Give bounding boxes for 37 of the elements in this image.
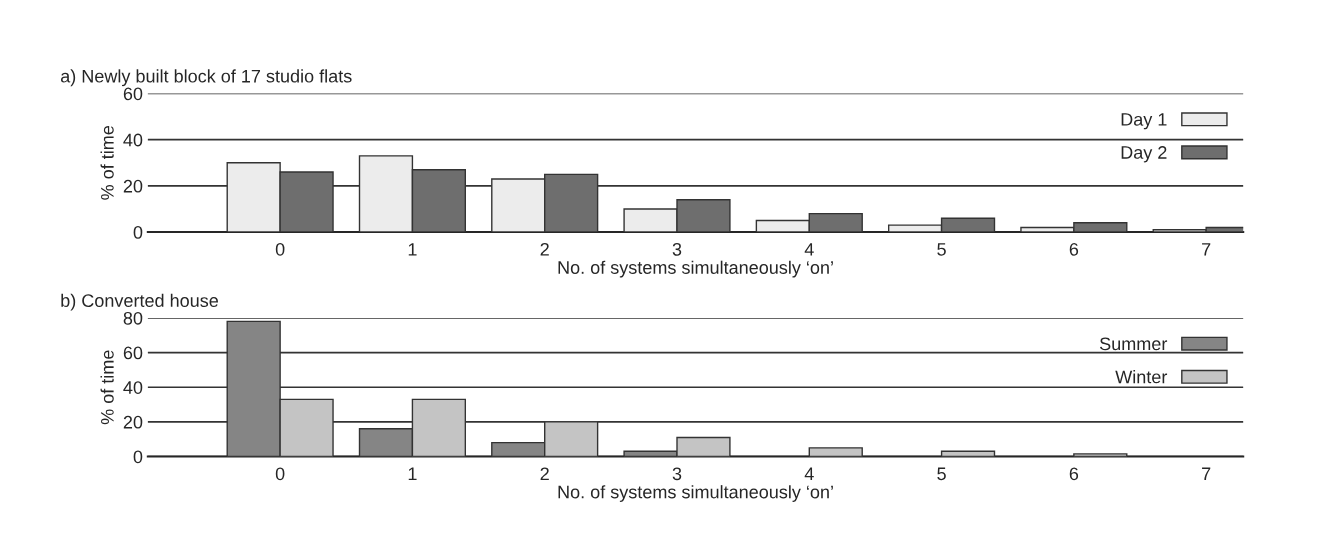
y-tick-label: 0 [133, 225, 143, 239]
x-tick-label: 2 [540, 242, 549, 256]
y-tick-label: 0 [133, 450, 143, 464]
y-tick-label: 60 [123, 346, 143, 360]
x-tick-label: 4 [804, 243, 814, 256]
x-axis-title: No. of systems simultaneously ‘on’ [558, 260, 833, 278]
bar [808, 447, 863, 457]
x-tick-label: 6 [1069, 467, 1079, 481]
y-tick-label: 20 [123, 415, 143, 429]
x-tick-label: 1 [408, 467, 417, 480]
y-axis-title: % of time [100, 350, 114, 425]
chart-title: a) Newly built block of 17 studio flats [60, 69, 352, 87]
y-axis-title: % of time [100, 125, 114, 200]
x-tick-label: 6 [1069, 242, 1079, 256]
x-tick-label: 3 [672, 467, 682, 481]
bar [1073, 453, 1128, 457]
x-tick-label: 7 [1202, 467, 1211, 480]
x-tick-label: 7 [1202, 243, 1211, 256]
x-axis-title: No. of systems simultaneously ‘on’ [558, 485, 833, 502]
legend-label: Winter [1115, 370, 1168, 384]
legend-label: Day 1 [1121, 113, 1167, 130]
x-tick-label: 3 [672, 242, 682, 256]
y-tick-label: 60 [123, 87, 143, 101]
x-tick-label: 0 [275, 467, 285, 481]
x-tick-label: 5 [937, 243, 946, 256]
x-tick-label: 0 [275, 242, 285, 256]
y-tick-label: 40 [123, 133, 143, 147]
y-tick-label: 20 [123, 179, 143, 193]
chart-title: b) Converted house [61, 293, 218, 311]
x-tick-label: 4 [804, 467, 814, 480]
x-tick-label: 1 [408, 243, 417, 256]
y-tick-label: 40 [123, 381, 143, 394]
y-tick-label: 80 [123, 311, 143, 325]
x-tick-label: 5 [937, 467, 946, 481]
legend-label: Summer [1099, 337, 1168, 351]
legend-label: Day 2 [1121, 146, 1167, 163]
x-tick-label: 2 [540, 467, 549, 480]
